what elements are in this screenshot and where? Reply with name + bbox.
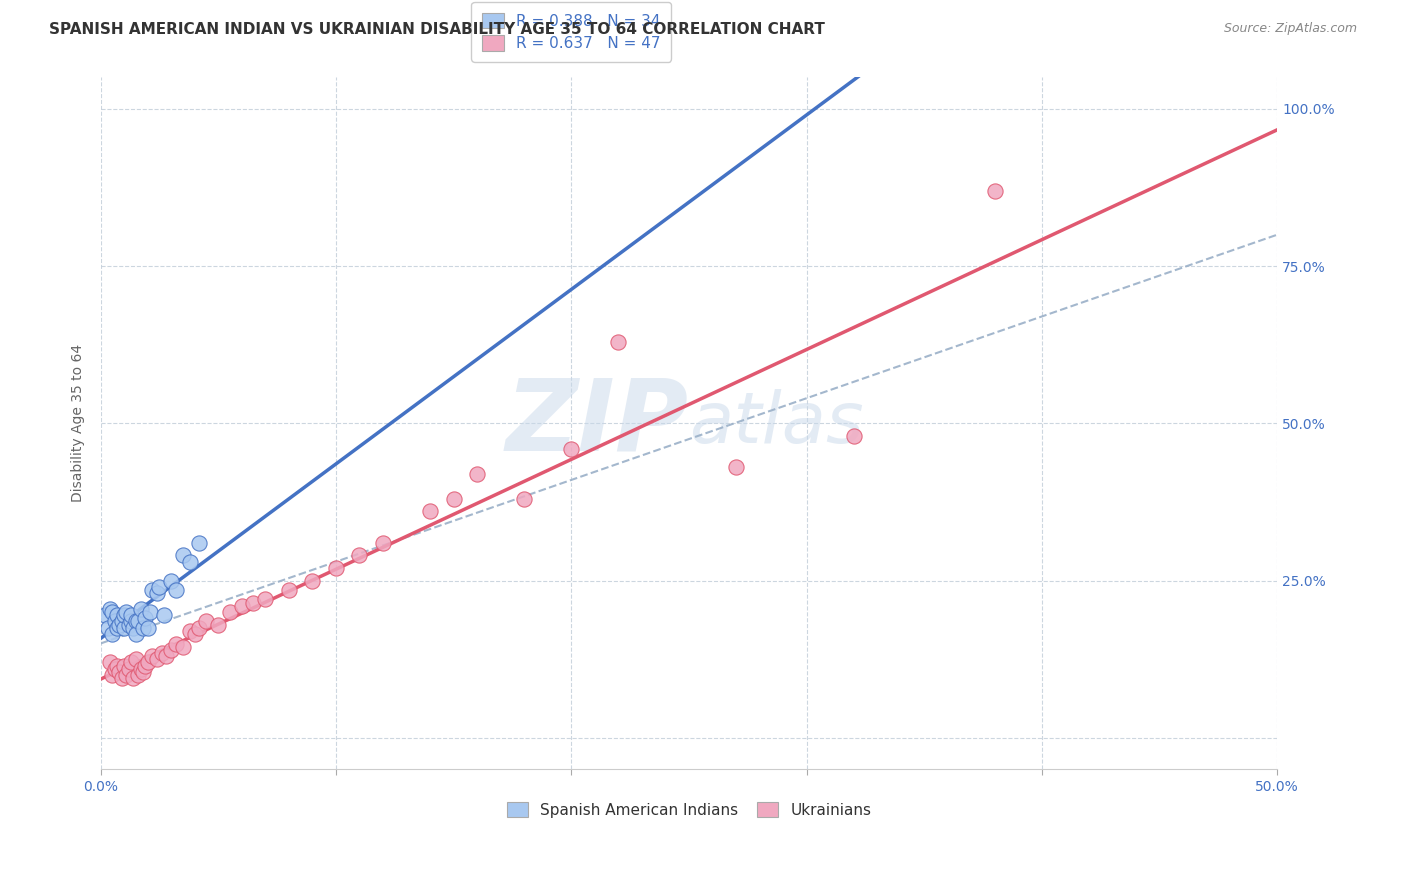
Point [94,608,117,623]
Text: atlas: atlas [689,389,863,458]
Point [148,580,170,594]
Point [155,649,177,664]
Point [98,656,121,670]
Point [188,536,211,550]
Point [125,615,148,629]
Y-axis label: Disability Age 35 to 64: Disability Age 35 to 64 [72,344,86,502]
Point [112,608,135,623]
Text: SPANISH AMERICAN INDIAN VS UKRAINIAN DISABILITY AGE 35 TO 64 CORRELATION CHART: SPANISH AMERICAN INDIAN VS UKRAINIAN DIS… [49,22,825,37]
Point [150,646,173,660]
Point [120,608,142,623]
Point [105,658,128,673]
Point [325,561,347,575]
Point [165,636,187,650]
Point [104,662,127,676]
Point [125,627,148,641]
Point [136,656,159,670]
Point [242,596,264,610]
Point [115,605,138,619]
Point [984,184,1007,198]
Point [172,549,194,563]
Point [120,656,142,670]
Point [108,617,131,632]
Point [115,668,138,682]
Text: ZIP: ZIP [506,375,689,472]
Point [160,642,183,657]
Point [104,615,127,629]
Point [134,658,156,673]
Point [118,617,141,632]
Point [607,334,630,349]
Point [108,665,131,679]
Point [183,627,205,641]
Point [179,555,201,569]
Point [127,668,149,682]
Point [101,627,124,641]
Point [146,586,169,600]
Point [120,615,142,629]
Point [254,592,277,607]
Point [112,658,135,673]
Point [443,491,465,506]
Point [105,608,128,623]
Legend: Spanish American Indians, Ukrainians: Spanish American Indians, Ukrainians [501,796,877,824]
Point [97,621,120,635]
Point [127,615,149,629]
Point [419,504,441,518]
Point [129,662,152,676]
Point [277,582,299,597]
Point [301,574,323,588]
Point [513,491,536,506]
Point [98,602,121,616]
Point [465,467,488,481]
Point [724,460,747,475]
Point [111,671,134,685]
Point [136,621,159,635]
Point [560,442,582,456]
Point [231,599,253,613]
Point [139,605,162,619]
Point [188,621,211,635]
Point [146,652,169,666]
Point [349,549,371,563]
Point [179,624,201,638]
Point [207,617,229,632]
Point [153,608,176,623]
Point [371,536,394,550]
Point [122,621,145,635]
Point [111,615,134,629]
Point [105,621,128,635]
Point [195,615,218,629]
Point [132,621,155,635]
Point [219,605,242,619]
Text: Source: ZipAtlas.com: Source: ZipAtlas.com [1223,22,1357,36]
Point [101,605,124,619]
Point [112,621,135,635]
Point [132,665,155,679]
Point [122,671,145,685]
Point [101,668,124,682]
Point [842,429,865,443]
Point [141,649,163,664]
Point [172,640,194,654]
Point [134,611,156,625]
Point [141,582,163,597]
Point [160,574,183,588]
Point [125,652,148,666]
Point [129,602,152,616]
Point [165,582,187,597]
Point [118,662,141,676]
